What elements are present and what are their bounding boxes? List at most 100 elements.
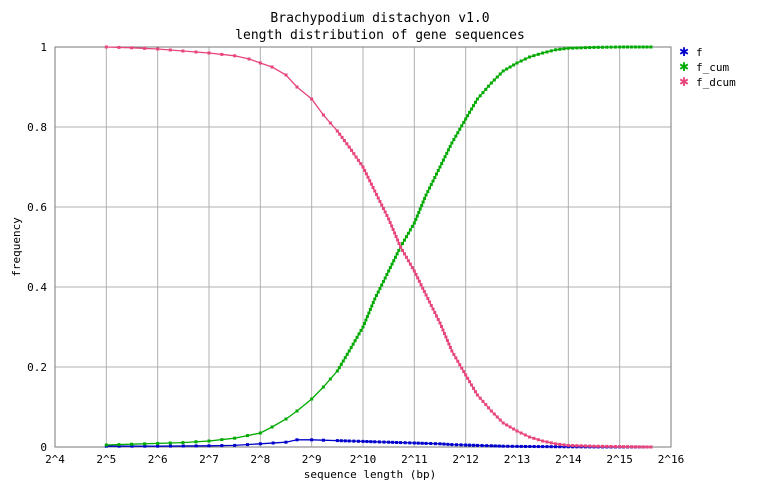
data-point <box>246 434 249 438</box>
data-point <box>295 438 299 442</box>
data-point <box>562 47 566 51</box>
data-point <box>410 266 414 270</box>
data-point <box>484 403 488 407</box>
data-point <box>475 393 479 397</box>
data-point <box>501 421 505 425</box>
x-tick-label: 2^5 <box>96 453 116 466</box>
data-point <box>549 441 553 445</box>
data-point <box>342 139 346 143</box>
data-point <box>403 441 407 445</box>
x-axis-label: sequence length (bp) <box>304 468 436 481</box>
data-point <box>478 396 482 400</box>
data-point <box>168 441 172 445</box>
data-point <box>452 352 456 356</box>
data-point <box>554 442 558 446</box>
data-point <box>340 135 344 139</box>
data-point <box>549 445 553 449</box>
legend-marker-icon: ✱ <box>679 45 689 59</box>
data-point <box>450 349 454 353</box>
data-point <box>194 50 198 54</box>
data-point <box>622 445 626 449</box>
data-point <box>446 148 450 152</box>
data-point <box>613 45 617 49</box>
data-point <box>510 444 514 448</box>
data-point <box>233 54 237 58</box>
data-point <box>498 418 502 422</box>
data-point <box>343 356 347 360</box>
data-point <box>378 287 382 290</box>
data-point <box>588 46 592 50</box>
data-point <box>558 442 562 446</box>
data-point <box>357 332 361 336</box>
data-point <box>408 441 412 445</box>
data-point <box>571 444 575 448</box>
data-point <box>532 445 536 449</box>
data-point <box>545 445 549 449</box>
data-point <box>473 390 477 394</box>
data-point <box>536 52 540 56</box>
y-tick-label: 0.4 <box>27 281 47 294</box>
data-point <box>364 172 368 176</box>
data-point <box>364 318 368 322</box>
data-point <box>359 328 363 332</box>
data-point <box>506 444 510 448</box>
data-point <box>335 129 339 133</box>
data-point <box>435 314 439 318</box>
data-point <box>575 444 579 448</box>
data-point <box>515 429 519 433</box>
data-point <box>353 339 357 343</box>
data-point <box>399 441 403 445</box>
data-point <box>352 152 356 156</box>
data-point <box>588 444 592 448</box>
data-point <box>454 134 458 138</box>
x-tick-label: 2^10 <box>350 453 377 466</box>
data-point <box>117 443 121 447</box>
data-point <box>130 444 134 448</box>
data-point <box>438 165 442 169</box>
data-point <box>387 269 391 273</box>
data-point <box>470 383 474 387</box>
data-point <box>633 45 637 49</box>
legend-label: f_cum <box>696 61 729 74</box>
data-point <box>433 176 437 179</box>
data-point <box>524 444 528 448</box>
data-point <box>397 248 401 252</box>
data-point <box>408 228 412 232</box>
data-point <box>401 242 405 246</box>
data-point <box>466 376 470 380</box>
x-tick-label: 2^13 <box>504 453 531 466</box>
data-point <box>412 269 416 273</box>
data-point <box>347 349 351 353</box>
x-tick-label: 2^15 <box>606 453 633 466</box>
data-point <box>399 245 403 249</box>
data-point <box>505 67 509 71</box>
data-point <box>473 100 477 104</box>
data-point <box>519 59 523 63</box>
data-point <box>497 444 501 448</box>
data-point <box>412 441 416 445</box>
data-point <box>397 242 401 245</box>
data-point <box>181 49 185 53</box>
x-tick-label: 2^4 <box>45 453 65 466</box>
data-point <box>472 443 475 447</box>
data-point <box>321 385 325 389</box>
x-tick-label: 2^8 <box>250 453 270 466</box>
data-point <box>220 444 224 448</box>
data-point <box>417 211 421 214</box>
data-point <box>489 444 493 448</box>
data-point <box>143 444 147 448</box>
data-point <box>445 151 449 155</box>
data-point <box>350 148 354 152</box>
data-point <box>366 175 370 179</box>
data-point <box>337 366 341 370</box>
data-point <box>515 61 519 65</box>
data-point <box>641 445 645 449</box>
data-point <box>424 193 428 197</box>
y-tick-label: 0.6 <box>27 201 47 214</box>
data-point <box>637 445 641 449</box>
data-point <box>468 380 472 384</box>
data-point <box>359 162 363 166</box>
data-point <box>270 425 274 429</box>
data-point <box>417 279 421 283</box>
